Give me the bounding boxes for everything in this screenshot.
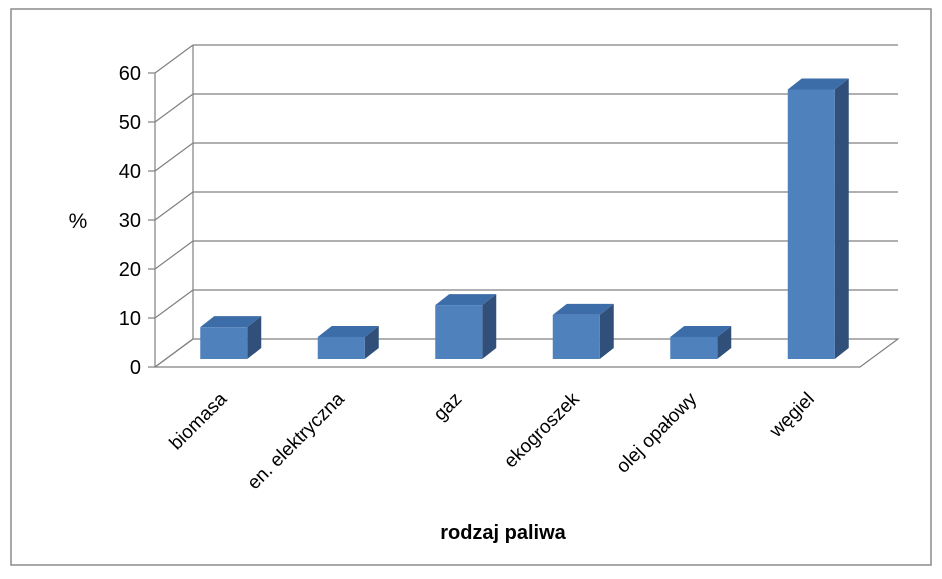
value-axis: 0 10 20 30 40 50 60: [119, 63, 156, 379]
bar-side: [482, 294, 497, 359]
bar-side: [717, 325, 732, 359]
bar-front: [435, 305, 483, 359]
bar-side: [834, 78, 849, 359]
bar-top: [317, 325, 379, 337]
bar-1: [317, 325, 379, 359]
bar-4: [670, 325, 732, 359]
bar-top: [200, 316, 262, 328]
y-tick-label: 50: [119, 112, 141, 134]
bar-side: [247, 316, 262, 359]
y-tick-label: 60: [119, 63, 141, 85]
bar-front: [200, 327, 248, 359]
gridline-depth: [154, 191, 194, 221]
bar-3: [552, 303, 614, 359]
gridline-depth: [154, 93, 194, 123]
chart-floor: [153, 338, 900, 368]
bar-front: [317, 336, 365, 359]
chart-border: [10, 8, 932, 566]
bar-front: [670, 336, 718, 359]
y-tick-label: 30: [119, 210, 141, 232]
gridline-depth: [154, 289, 194, 319]
bar-top: [552, 303, 614, 315]
y-axis-label: %: [69, 210, 88, 233]
y-tick-label: 0: [130, 357, 141, 379]
bar-0: [200, 316, 262, 359]
y-tick-label: 20: [119, 259, 141, 281]
bar-side: [599, 303, 614, 359]
bar-top: [435, 294, 497, 306]
bar-front: [787, 89, 835, 359]
bars: [200, 78, 849, 359]
bar-top: [787, 78, 849, 90]
bar-front: [552, 314, 600, 359]
gridline-depth: [154, 142, 194, 172]
y-tick-label: 10: [119, 308, 141, 330]
gridline-depth: [154, 44, 194, 74]
x-axis-title: rodzaj paliwa: [440, 522, 566, 544]
gridline-depth: [154, 240, 194, 270]
bar-2: [435, 294, 497, 359]
bar-top: [670, 325, 732, 337]
y-tick-label: 40: [119, 161, 141, 183]
bar-side: [364, 325, 379, 359]
bar-5: [787, 78, 849, 359]
gridlines: [153, 44, 900, 368]
